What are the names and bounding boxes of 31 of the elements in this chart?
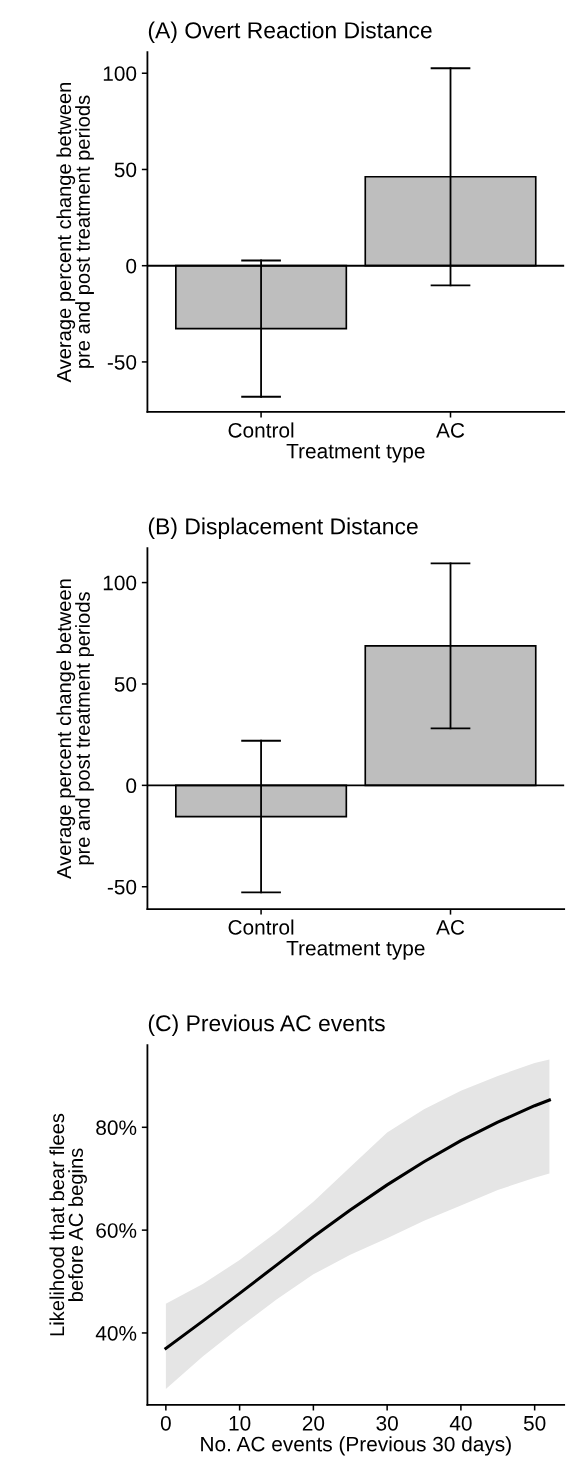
y-tick-label: 0 bbox=[126, 778, 137, 794]
line-series bbox=[164, 1098, 551, 1350]
y-tick-label: 50 bbox=[114, 162, 137, 178]
chart-title: (A) Overt Reaction Distance bbox=[148, 21, 432, 43]
y-axis-title: Average percent change between pre and post treatment periods bbox=[56, 579, 94, 879]
y-tick-label: 100 bbox=[103, 575, 137, 591]
chart-title: (B) Displacement Distance bbox=[148, 517, 418, 539]
x-tick-label: 20 bbox=[302, 1415, 325, 1431]
y-tick-label: 60% bbox=[96, 1223, 137, 1238]
x-tick-label: 50 bbox=[523, 1415, 546, 1431]
x-tick-label: 40 bbox=[449, 1415, 472, 1431]
y-tick-label: 50 bbox=[114, 676, 137, 692]
y-tick-label: 0 bbox=[126, 258, 137, 274]
y-tick-label: -50 bbox=[107, 354, 137, 370]
y-tick-label: 100 bbox=[103, 66, 137, 81]
x-tick-label: 30 bbox=[376, 1415, 398, 1431]
x-tick-label: 0 bbox=[160, 1415, 171, 1431]
x-tick-label: AC bbox=[436, 422, 465, 438]
y-tick-label: 80% bbox=[96, 1120, 137, 1136]
y-axis-title: Average percent change between pre and post treatment periods bbox=[56, 82, 94, 383]
x-tick-label: Control bbox=[228, 422, 294, 438]
y-tick-label: -50 bbox=[107, 879, 137, 895]
chart-title: (C) Previous AC events bbox=[148, 1014, 385, 1036]
x-axis-title: Treatment type bbox=[286, 941, 425, 960]
y-tick-label: 40% bbox=[95, 1325, 137, 1341]
x-axis-title: No. AC events (Previous 30 days) bbox=[201, 1436, 511, 1456]
x-tick-label: AC bbox=[436, 920, 465, 935]
x-tick-label: Control bbox=[228, 919, 294, 935]
x-tick-label: 10 bbox=[229, 1415, 251, 1431]
x-axis-title: Treatment type bbox=[286, 443, 425, 463]
y-axis-title: Likelihood that bear flees before AC begins bbox=[49, 1113, 87, 1336]
